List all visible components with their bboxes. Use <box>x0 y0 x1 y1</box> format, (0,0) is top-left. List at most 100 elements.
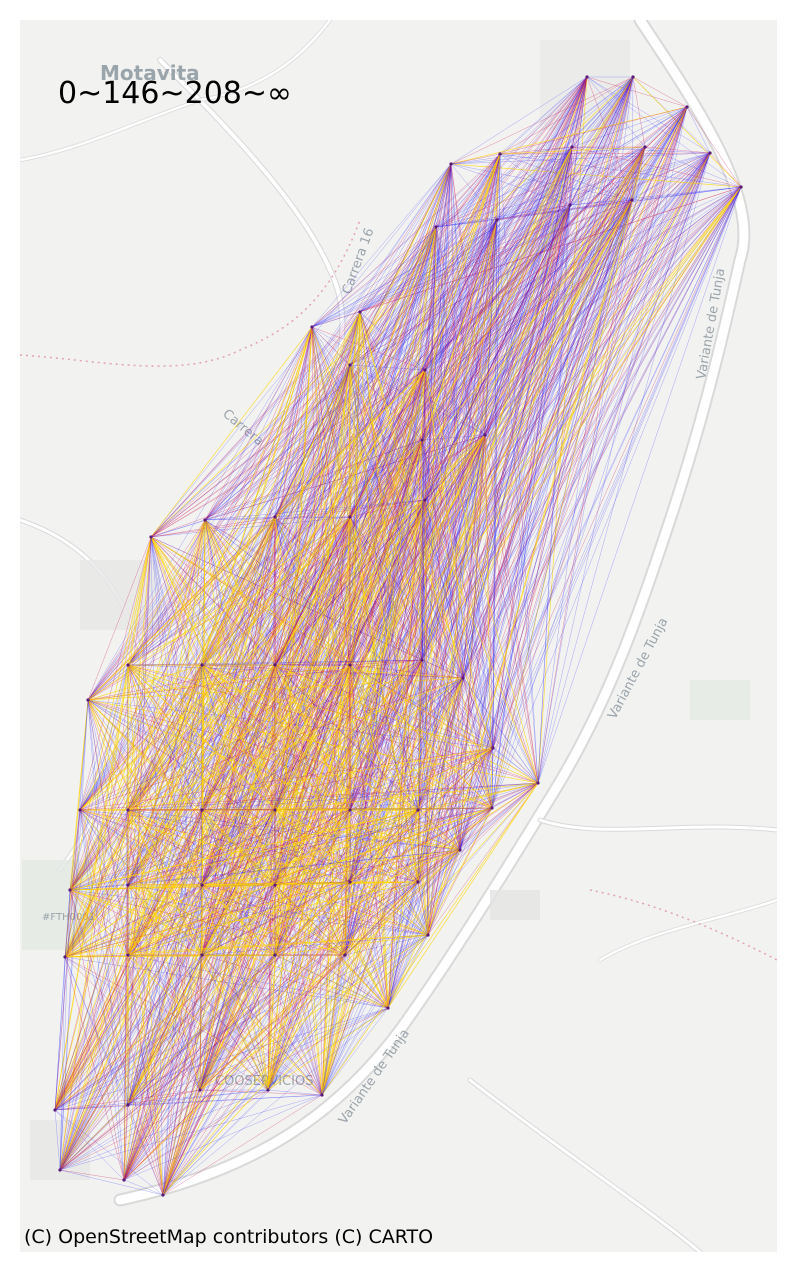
flow-edge <box>462 199 633 679</box>
flow-edge <box>199 1007 389 1091</box>
flow-edge <box>267 311 361 1091</box>
flow-edge <box>201 954 389 1009</box>
flow-edge <box>64 889 71 958</box>
flow-edge <box>586 76 711 154</box>
flow-edge <box>321 849 461 1096</box>
flow-edge <box>344 146 573 956</box>
flow-edge <box>127 954 389 1009</box>
flow-edge <box>199 782 539 1091</box>
flow-edge <box>59 809 81 1171</box>
flow-edge <box>127 809 276 886</box>
flow-edge <box>201 76 588 666</box>
flow-edge <box>421 439 461 851</box>
flow-edge <box>459 186 742 851</box>
flow-edge <box>69 516 351 891</box>
flow-edge <box>69 664 203 891</box>
flow-edge <box>484 152 711 436</box>
flow-edge <box>127 849 461 1106</box>
flow-edge <box>79 659 423 811</box>
flow-edge <box>421 434 486 441</box>
flow-edge <box>427 226 437 936</box>
flow-edge <box>127 677 464 811</box>
flow-edge <box>127 664 351 886</box>
flow-edge <box>344 782 539 956</box>
flow-edge <box>631 152 711 201</box>
flow-edge <box>69 889 389 1009</box>
flow-edge <box>162 782 539 1196</box>
flow-node <box>78 808 82 812</box>
flow-edge <box>499 146 646 155</box>
flow-edge <box>491 76 588 809</box>
flow-edge <box>69 146 646 891</box>
flow-edge <box>349 364 464 679</box>
flow-edge <box>123 434 486 1181</box>
flow-edge <box>127 884 201 1091</box>
flow-edge <box>79 664 129 811</box>
flow-edge <box>150 439 423 538</box>
flow-edge <box>321 747 494 1096</box>
flow-edge <box>491 747 494 809</box>
flow-edge <box>64 884 276 958</box>
flow-edge <box>150 76 588 538</box>
flow-edge <box>87 369 426 701</box>
flow-edge <box>87 664 351 701</box>
flow-edge <box>162 934 429 1196</box>
flow-edge <box>274 664 461 851</box>
flow-edge <box>274 199 633 518</box>
flow-edge <box>204 153 501 521</box>
flow-edge <box>127 809 323 1096</box>
flow-edge <box>87 226 437 701</box>
flow-edge <box>127 809 461 851</box>
flow-edge <box>424 146 573 501</box>
flow-edge <box>417 809 461 851</box>
flow-edge <box>59 1089 269 1171</box>
flow-edge <box>462 677 539 784</box>
flow-edge <box>204 369 426 521</box>
flow-edge <box>87 699 539 784</box>
flow-edge <box>499 146 573 155</box>
flow-edge <box>87 699 129 1106</box>
flow-edge <box>127 809 276 886</box>
flow-edge <box>450 146 646 165</box>
flow-edge <box>344 152 711 956</box>
flow-edge <box>349 163 452 811</box>
flow-edge <box>274 954 389 1009</box>
flow-edge <box>59 153 501 1171</box>
flow-edge <box>204 364 351 521</box>
flow-edge <box>201 364 351 811</box>
flow-edge <box>59 956 66 1171</box>
flow-edge <box>424 76 588 371</box>
flow-edge <box>421 204 571 441</box>
flow-edge <box>79 369 426 811</box>
map-area[interactable]: Motavita Carrera 16 Variante de Tunja Va… <box>20 20 777 1252</box>
flow-edge <box>201 664 419 883</box>
flow-edge <box>150 153 501 538</box>
flow-edge <box>267 849 461 1091</box>
flow-edge <box>69 747 494 891</box>
flow-edge <box>311 326 464 679</box>
flow-edge <box>421 219 498 661</box>
flow-edge <box>321 807 493 1096</box>
flow-edge <box>127 499 426 666</box>
flow-edge <box>127 664 276 886</box>
flow-edge <box>496 106 688 221</box>
flow-edge <box>150 326 313 538</box>
flow-edge <box>311 153 501 328</box>
flow-edge <box>162 809 276 1196</box>
flow-edge <box>267 809 419 1091</box>
flow-edge <box>421 659 539 784</box>
flow-edge <box>274 849 461 956</box>
flow-node <box>198 1088 202 1092</box>
flow-edge <box>201 664 464 679</box>
flow-edge <box>321 934 429 1096</box>
flow-edge <box>162 881 419 1196</box>
flow-node <box>631 75 635 79</box>
flow-edge <box>69 204 571 891</box>
flow-edge <box>427 106 688 936</box>
flow-edge <box>79 809 203 956</box>
flow-edge <box>201 881 351 956</box>
flow-edge <box>349 152 711 811</box>
flow-edge <box>64 809 81 958</box>
flow-edge <box>59 954 129 1171</box>
flow-edge <box>349 364 419 811</box>
